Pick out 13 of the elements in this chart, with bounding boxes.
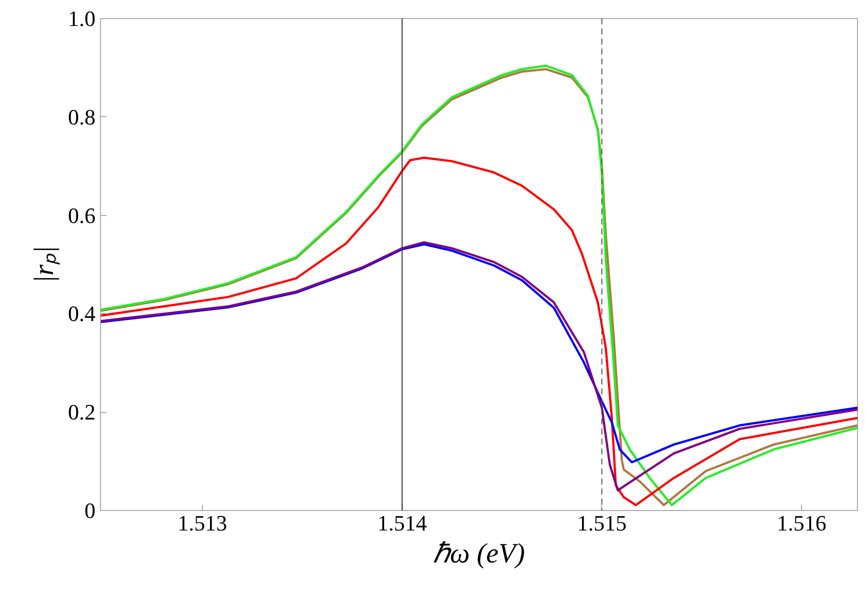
x-tick-label: 1.513 xyxy=(178,510,228,536)
y-tick-label: 1.0 xyxy=(68,6,96,31)
x-tick-label: 1.516 xyxy=(776,510,826,536)
x-tick-label: 1.515 xyxy=(577,510,627,536)
y-tick-label: 0.6 xyxy=(68,202,96,228)
y-axis-title: |rₚ| xyxy=(29,246,60,284)
y-tick-label: 0.8 xyxy=(68,104,96,130)
y-tick-label: 0 xyxy=(84,498,96,523)
x-tick-label: 1.514 xyxy=(377,510,427,536)
y-tick-label: 0.4 xyxy=(68,301,96,326)
x-axis-title: ℏω (eV) xyxy=(433,538,525,570)
y-tick-label: 0.2 xyxy=(68,400,96,425)
line-series xyxy=(100,156,858,506)
